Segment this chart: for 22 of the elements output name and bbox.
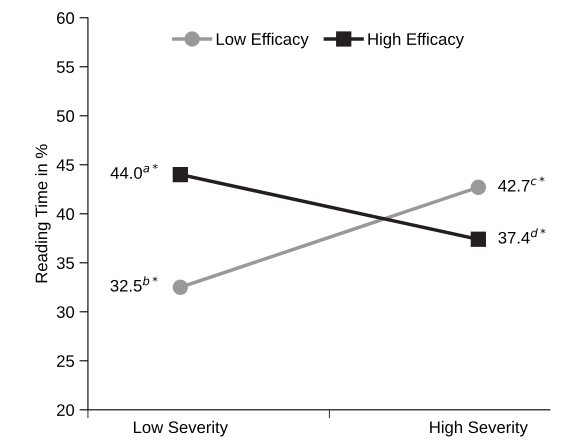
legend-label: High Efficacy <box>368 32 464 48</box>
y-tick-label: 60 <box>57 12 74 24</box>
x-tick-label: Low Severity <box>134 420 228 436</box>
data-label: 32.5$^{b*}$ <box>110 276 158 292</box>
data-label: 37.4$^{d*}$ <box>498 228 546 244</box>
y-tick-label: 40 <box>56 208 74 220</box>
y-tick-label: 55 <box>56 61 74 73</box>
point <box>470 180 486 195</box>
legend-label: Low Efficacy <box>216 32 309 48</box>
y-axis-title: Reading Time in % <box>35 144 51 282</box>
y-tick-label: 35 <box>56 257 74 269</box>
y-tick-label: 30 <box>56 306 74 318</box>
point <box>172 166 188 182</box>
data-label: 42.7$^{c*}$ <box>498 176 545 192</box>
y-tick-label: 25 <box>57 355 74 368</box>
point <box>470 232 486 247</box>
y-tick-label: 50 <box>56 110 74 122</box>
point <box>172 280 188 295</box>
y-tick-label: 45 <box>56 159 74 171</box>
data-label: 44.0$^{a*}$ <box>110 164 158 179</box>
x-tick-label: High Severity <box>430 420 528 436</box>
y-tick-label: 20 <box>57 404 74 416</box>
